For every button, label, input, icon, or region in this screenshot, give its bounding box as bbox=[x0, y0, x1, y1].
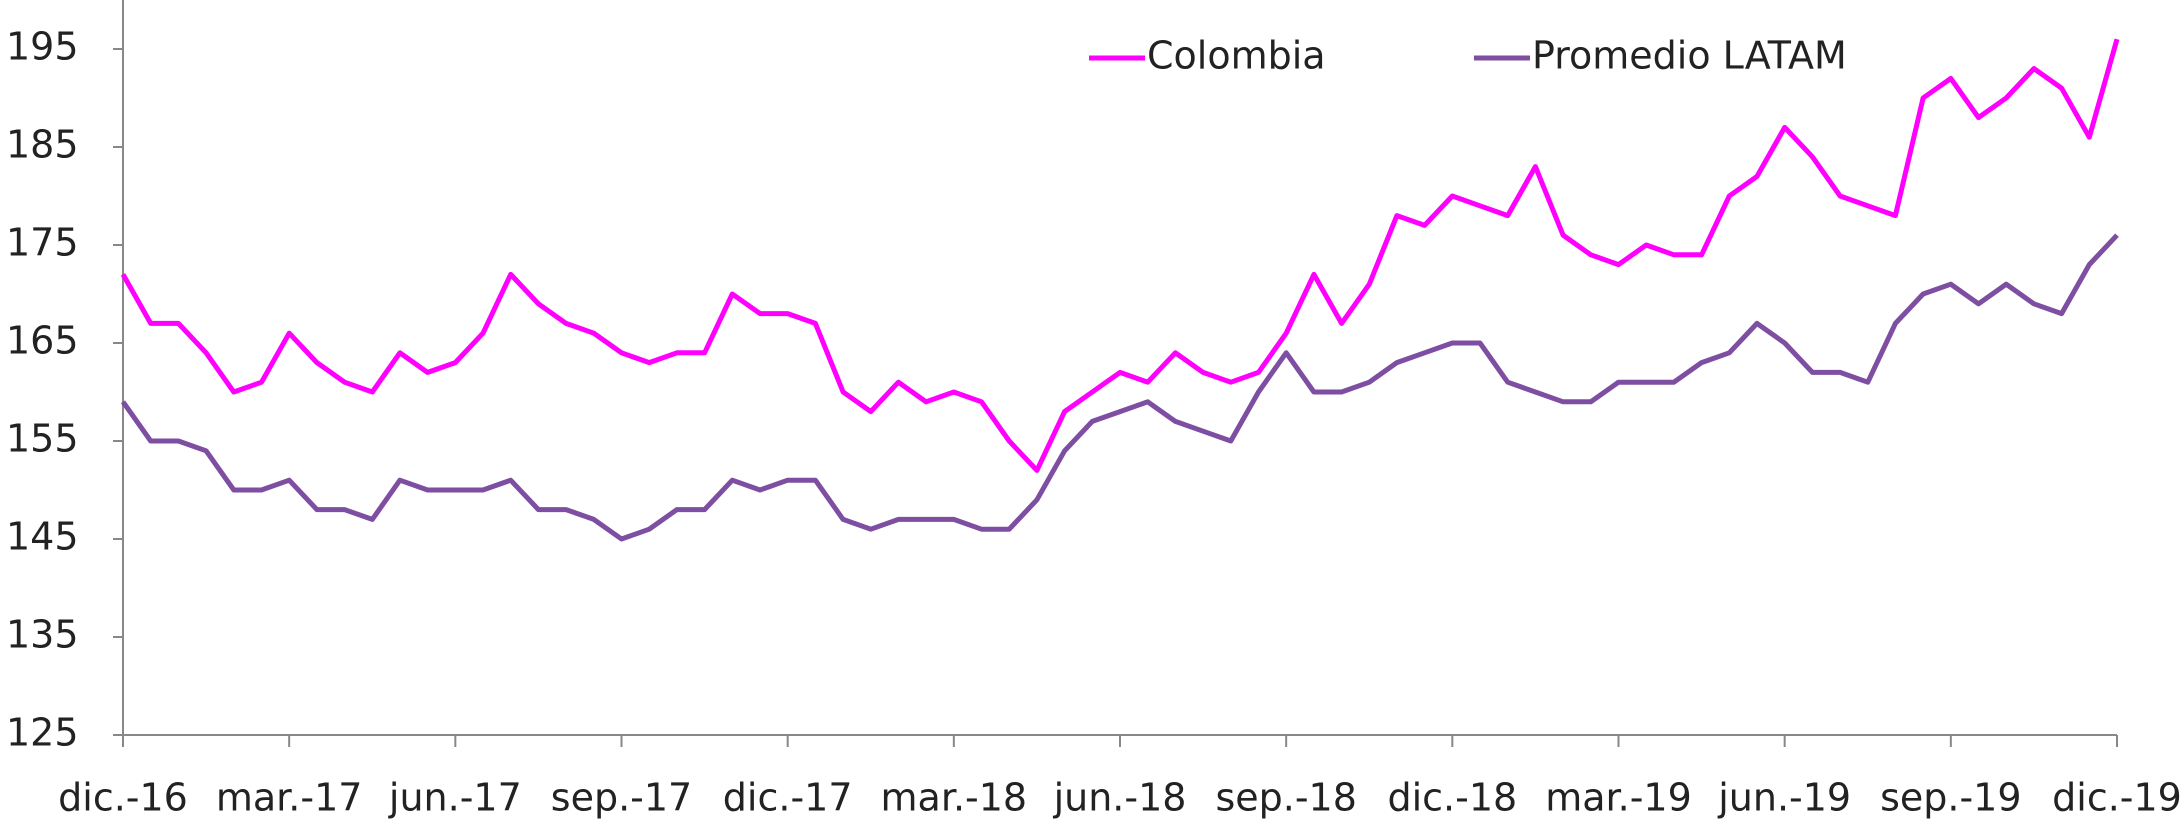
x-tick-label: sep.-17 bbox=[551, 776, 692, 820]
x-tick-label: mar.-19 bbox=[1545, 776, 1692, 820]
y-tick-label: 125 bbox=[6, 711, 79, 755]
y-tick-label: 175 bbox=[6, 221, 79, 265]
y-tick-label: 135 bbox=[6, 613, 79, 657]
y-tick-label: 145 bbox=[6, 515, 79, 559]
y-tick-label: 185 bbox=[6, 123, 79, 167]
x-tick-label: dic.-18 bbox=[1387, 776, 1517, 820]
x-tick-label: sep.-18 bbox=[1215, 776, 1356, 820]
x-tick-label: dic.-16 bbox=[58, 776, 188, 820]
x-tick-label: dic.-17 bbox=[723, 776, 853, 820]
y-tick-label: 165 bbox=[6, 319, 79, 363]
legend-label: Promedio LATAM bbox=[1532, 34, 1847, 78]
x-tick-label: sep.-19 bbox=[1880, 776, 2021, 820]
y-tick-label: 195 bbox=[6, 25, 79, 69]
x-tick-label: jun.-17 bbox=[388, 776, 522, 820]
legend-label: Colombia bbox=[1147, 34, 1326, 78]
x-tick-label: dic.-19 bbox=[2052, 776, 2182, 820]
x-tick-label: mar.-17 bbox=[216, 776, 363, 820]
series-line bbox=[120, 233, 2119, 542]
series-line bbox=[120, 38, 2120, 473]
x-tick-label: jun.-19 bbox=[1717, 776, 1851, 820]
x-tick-label: jun.-18 bbox=[1053, 776, 1187, 820]
y-tick-label: 155 bbox=[6, 417, 79, 461]
x-tick-label: mar.-18 bbox=[881, 776, 1028, 820]
